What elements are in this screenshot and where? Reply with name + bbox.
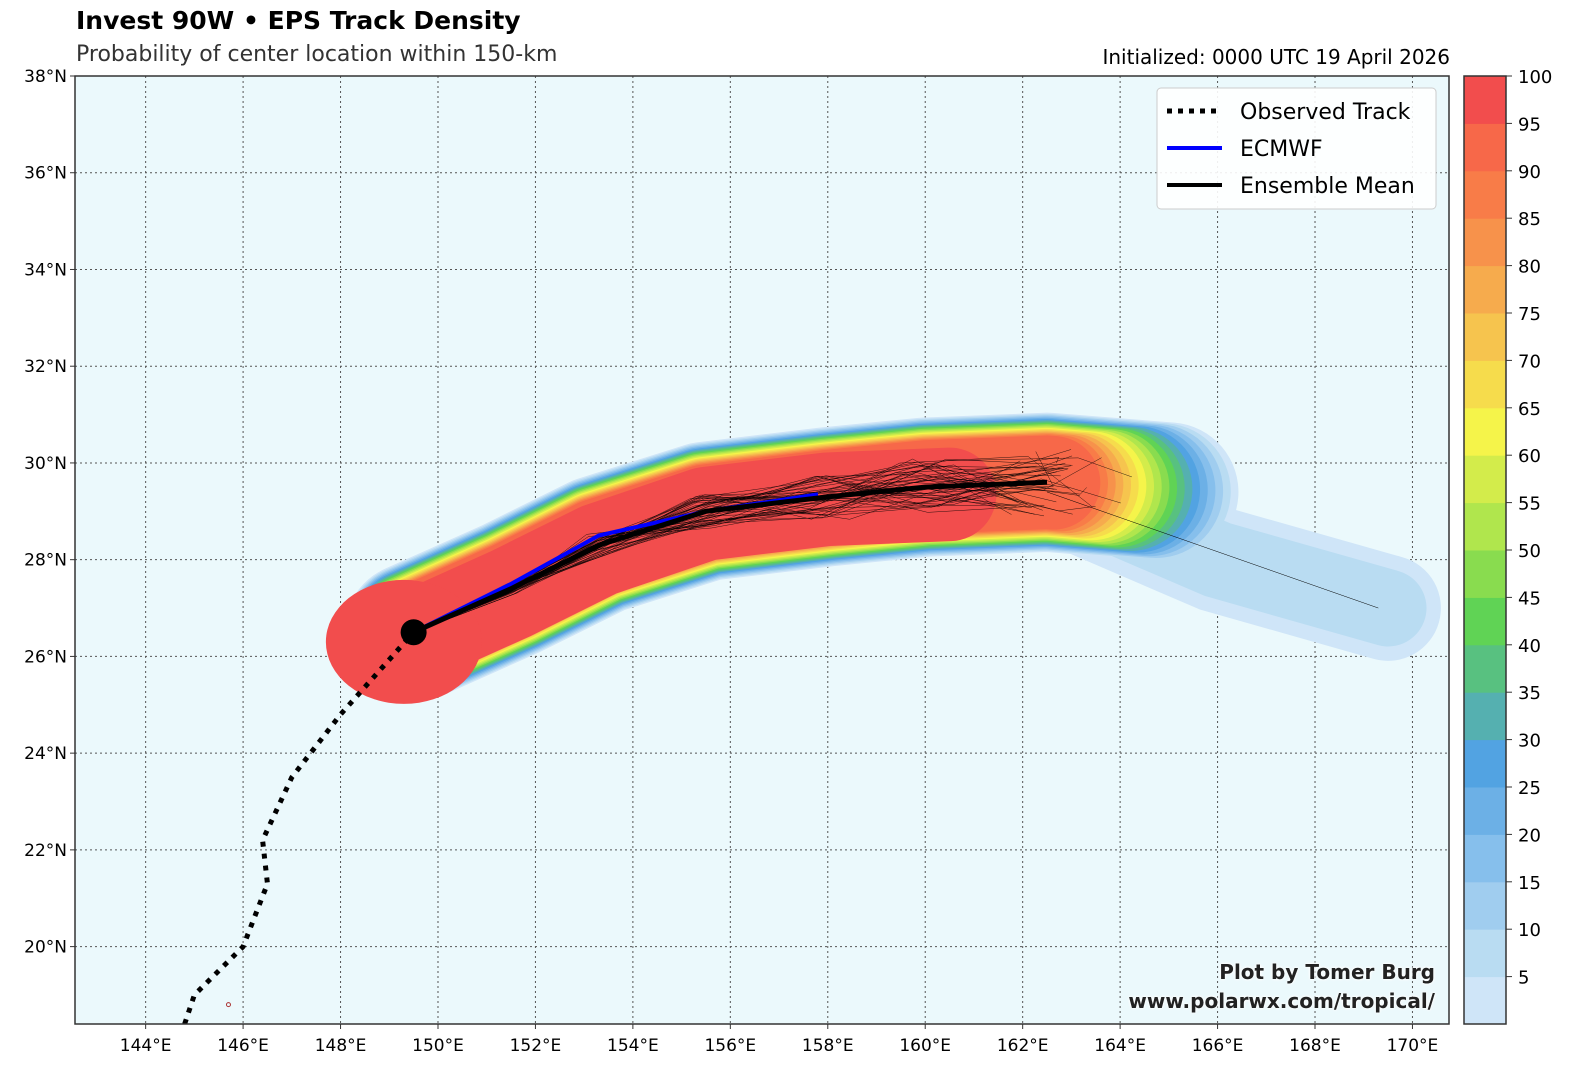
ensemble-mean-track-line <box>412 479 1048 635</box>
ensemble-member-track <box>1046 491 1379 609</box>
x-tick-label: 162°E <box>997 1036 1049 1056</box>
legend-label: ECMWF <box>1240 137 1323 162</box>
x-tick-label: 148°E <box>315 1036 367 1056</box>
colorbar-tick-label: 90 <box>1518 162 1541 183</box>
colorbar-tick-label: 35 <box>1518 683 1541 704</box>
colorbar-tick-label: 100 <box>1518 67 1552 88</box>
map-frame <box>74 75 1450 1025</box>
colorbar-segment-65 <box>1464 407 1506 456</box>
colorbar-segment-70 <box>1464 360 1506 409</box>
credit-author: Plot by Tomer Burg <box>1219 960 1435 984</box>
colorbar-tick-label: 5 <box>1518 968 1529 989</box>
colorbar-segment-30 <box>1464 739 1506 788</box>
colorbar: 5 10 15 20 25 30 35 40 45 50 55 60 65 70 75 80 85 90 95 100 <box>1463 67 1552 1025</box>
x-tick-label: 160°E <box>899 1036 951 1056</box>
colorbar-tick-label: 20 <box>1518 825 1541 846</box>
y-tick-label: 28°N <box>24 551 67 571</box>
legend-box <box>1156 87 1437 210</box>
colorbar-segment-10 <box>1464 929 1506 978</box>
ensemble-member-track <box>413 479 1018 633</box>
colorbar-segment-75 <box>1464 313 1506 361</box>
colorbar-segment-5 <box>1464 976 1506 1025</box>
colorbar-segment-90 <box>1464 170 1506 219</box>
ensemble-member-track <box>413 468 1068 633</box>
colorbar-segment-85 <box>1464 218 1506 267</box>
colorbar-tick-label: 80 <box>1518 257 1541 278</box>
x-tick-label: 168°E <box>1289 1036 1341 1056</box>
colorbar-segment-15 <box>1464 881 1506 930</box>
ensemble-member-track <box>413 475 1080 633</box>
y-tick-label: 26°N <box>24 647 67 667</box>
x-tick-label: 166°E <box>1192 1036 1244 1056</box>
x-tick-label: 154°E <box>607 1036 659 1056</box>
colorbar-tick-label: 55 <box>1518 494 1541 515</box>
x-tick-label: 170°E <box>1387 1036 1439 1056</box>
colorbar-segment-95 <box>1464 123 1506 172</box>
island-marker <box>225 1002 231 1008</box>
colorbar-tick-label: 40 <box>1518 636 1541 657</box>
initial-position-marker <box>400 619 427 646</box>
y-tick-label: 20°N <box>24 938 67 958</box>
map-subtitle: Probability of center location within 15… <box>76 42 558 67</box>
colorbar-segment-45 <box>1464 597 1506 646</box>
y-tick-label: 34°N <box>24 260 67 280</box>
y-tick-label: 30°N <box>24 454 67 474</box>
colorbar-tick-label: 85 <box>1518 209 1541 230</box>
colorbar-tick-label: 65 <box>1518 399 1541 420</box>
y-tick-label: 36°N <box>24 164 67 184</box>
colorbar-tick-label: 45 <box>1518 588 1541 609</box>
y-tick-label: 32°N <box>24 357 67 377</box>
x-tick-label: 152°E <box>510 1036 562 1056</box>
x-tick-label: 156°E <box>704 1036 756 1056</box>
colorbar-segment-100 <box>1464 76 1506 124</box>
y-tick-label: 24°N <box>24 744 67 764</box>
legend-label: Ensemble Mean <box>1240 174 1415 199</box>
colorbar-tick-label: 30 <box>1518 731 1541 752</box>
x-tick-label: 150°E <box>412 1036 464 1056</box>
colorbar-segment-55 <box>1464 502 1506 551</box>
x-tick-label: 164°E <box>1094 1036 1146 1056</box>
x-tick-label: 146°E <box>217 1036 269 1056</box>
y-tick-label: 38°N <box>24 67 67 87</box>
density-core <box>325 579 482 704</box>
legend-label: Observed Track <box>1240 100 1411 125</box>
colorbar-segment-60 <box>1464 455 1506 504</box>
tracks <box>182 479 1048 1024</box>
colorbar-tick-label: 15 <box>1518 873 1541 894</box>
colorbar-segment-35 <box>1464 692 1506 741</box>
colorbar-segment-25 <box>1464 787 1506 835</box>
colorbar-tick-label: 60 <box>1518 446 1541 467</box>
y-tick-label: 22°N <box>24 841 67 861</box>
colorbar-tick-label: 70 <box>1518 351 1541 372</box>
ensemble-member-track <box>413 477 1048 633</box>
colorbar-segment-20 <box>1464 834 1506 883</box>
colorbar-segment-40 <box>1464 644 1506 693</box>
colorbar-tick-label: 25 <box>1518 778 1541 799</box>
colorbar-segment-50 <box>1464 550 1506 598</box>
colorbar-tick-label: 50 <box>1518 541 1541 562</box>
colorbar-tick-label: 75 <box>1518 304 1541 325</box>
x-tick-label: 144°E <box>120 1036 172 1056</box>
map-title: Invest 90W • EPS Track Density <box>76 6 521 35</box>
x-tick-label: 158°E <box>802 1036 854 1056</box>
legend: Observed Track ECMWF Ensemble Mean <box>1156 87 1437 210</box>
credit-url[interactable]: www.polarwx.com/tropical/ <box>1128 989 1435 1013</box>
init-time: Initialized: 0000 UTC 19 April 2026 <box>1102 45 1450 69</box>
colorbar-tick-label: 95 <box>1518 114 1541 135</box>
colorbar-segment-80 <box>1464 265 1506 314</box>
colorbar-tick-label: 10 <box>1518 920 1541 941</box>
